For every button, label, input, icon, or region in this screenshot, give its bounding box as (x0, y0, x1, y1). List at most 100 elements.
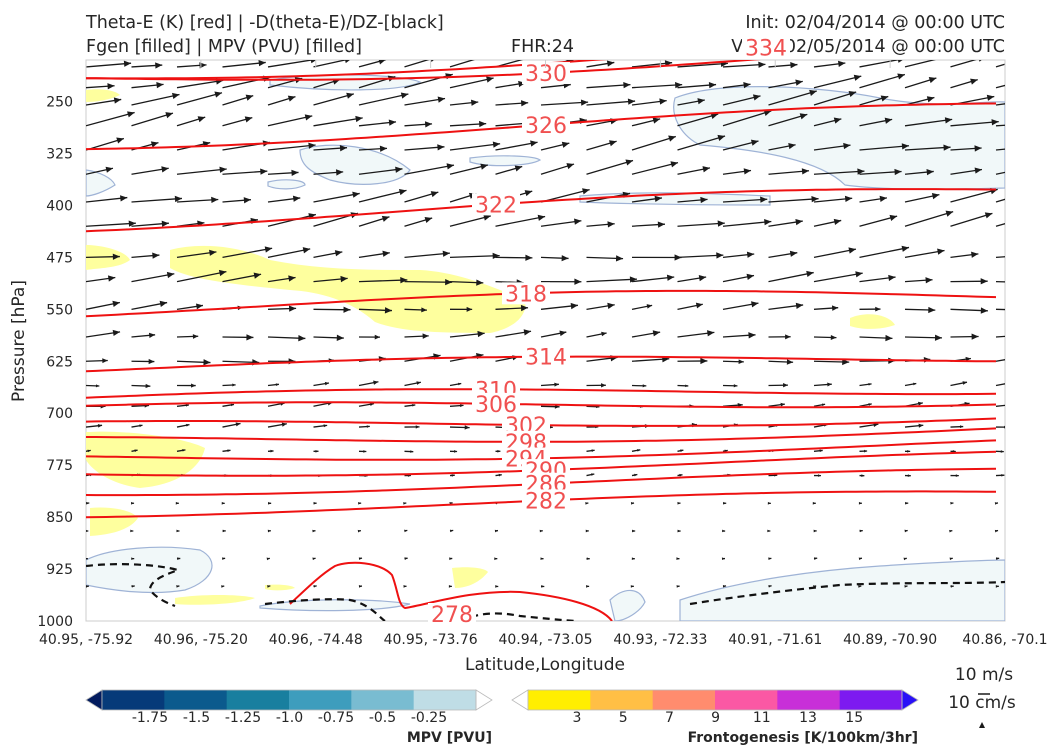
contour-label: 334 (745, 36, 787, 61)
wind-arrowhead (123, 60, 132, 67)
wind-arrowhead (112, 253, 120, 260)
wind-arrow (358, 93, 409, 106)
wind-arrowhead (831, 305, 839, 311)
wind-arrowhead (398, 188, 407, 196)
wind-arrowhead (637, 449, 641, 452)
contour-label-bg (472, 193, 520, 216)
contour-label-bg (742, 36, 790, 59)
fgen-tick-label: 9 (711, 710, 720, 726)
wind-arrowhead (191, 383, 196, 388)
wind-vectors (86, 58, 1024, 588)
wind-arrowhead (214, 91, 222, 98)
wind-arrowhead (574, 218, 582, 225)
wind-arrowhead (1000, 450, 1004, 453)
wind-arrowhead (1015, 58, 1023, 64)
wind-arrowhead (928, 77, 937, 84)
wind-arrowhead (275, 383, 279, 386)
wind-arrowhead (746, 251, 755, 258)
mpv-region (86, 169, 116, 197)
wind-arrowhead (403, 585, 407, 588)
fgen-region (90, 507, 138, 536)
colorbar-extend-right (901, 689, 919, 711)
wind-arrowhead (339, 145, 348, 152)
wind-arrow (950, 120, 999, 127)
fgen-colorbar: 3 5 7 9 11 13 15 (511, 689, 919, 726)
contour-label: 282 (525, 489, 567, 514)
wind-arrow (176, 270, 227, 283)
wind-arrowhead (768, 557, 772, 561)
wind-arrowhead (176, 585, 180, 588)
wind-arrow (768, 90, 817, 106)
wind-arrowhead (795, 79, 803, 86)
wind-arrowhead (806, 270, 814, 278)
wind-key-label-2: 10 cm/s (948, 693, 1016, 713)
wind-arrow (904, 146, 951, 151)
wind-arrowhead (1017, 354, 1024, 360)
wind-key: 10 m/s 10 cm/s (948, 665, 1016, 728)
wind-arrowhead (400, 277, 408, 284)
wind-arrowhead (288, 305, 297, 312)
wind-arrow (859, 145, 910, 151)
wind-arrow (722, 220, 772, 227)
x-axis-title: Latitude,Longitude (465, 655, 625, 675)
wind-arrowhead (1010, 381, 1015, 385)
wind-arrow (677, 62, 728, 68)
y-tick-label: 775 (46, 458, 73, 474)
wind-arrowhead (177, 557, 181, 560)
mpv-tick-label: -1.5 (183, 710, 210, 726)
wind-arrowhead (812, 501, 816, 505)
wind-arrowhead (717, 134, 726, 141)
wind-arrowhead (905, 501, 909, 505)
fgen-tick-label: 7 (665, 710, 674, 726)
wind-arrowhead (336, 334, 344, 341)
x-tick-label: 40.91, -71.61 (728, 632, 822, 648)
wind-arrowhead (700, 196, 708, 204)
wind-arrowhead (629, 276, 637, 283)
wind-arrowhead (421, 307, 427, 313)
wind-arrowhead (885, 334, 893, 342)
wind-arrowhead (524, 190, 533, 197)
contour-label-bg (522, 62, 570, 85)
wind-arrow (267, 248, 311, 259)
wind-arrowhead (346, 92, 354, 99)
wind-arrowhead (928, 306, 936, 314)
wind-arrowhead (1011, 334, 1016, 339)
wind-arrowhead (312, 529, 316, 533)
wind-arrowhead (480, 163, 488, 170)
fgen-region (175, 595, 255, 605)
wind-arrowhead (811, 195, 819, 203)
wind-arrowhead (494, 557, 498, 561)
wind-arrowhead (520, 304, 529, 312)
wind-arrow (313, 117, 363, 127)
wind-arrowhead (134, 449, 138, 452)
wind-arrowhead (227, 449, 231, 453)
wind-arrowhead (97, 423, 103, 428)
dashed-contour (264, 598, 386, 621)
wind-arrowhead (358, 501, 362, 505)
wind-arrowhead (266, 557, 270, 561)
fgen-region (86, 245, 130, 270)
wind-arrow (404, 280, 453, 283)
colorbar-segment (351, 690, 415, 710)
wind-arrowhead (625, 159, 634, 166)
wind-key-label-1: 10 m/s (955, 665, 1013, 685)
wind-arrowhead (879, 195, 887, 202)
wind-arrow (131, 197, 183, 203)
wind-arrowhead (395, 166, 403, 173)
wind-arrowhead (139, 424, 143, 428)
wind-arrow (631, 276, 675, 283)
x-tick-label: 40.86, -70.1 (962, 632, 1047, 648)
wind-arrow (995, 148, 1005, 151)
wind-arrow (449, 77, 494, 89)
y-tick-label: 325 (46, 147, 73, 163)
wind-arrowhead (580, 99, 589, 106)
wind-arrow (222, 61, 266, 68)
wind-arrowhead (925, 277, 933, 284)
wind-arrowhead (492, 141, 501, 148)
wind-arrowhead (733, 384, 738, 388)
wind-arrowhead (358, 557, 363, 560)
wind-arrowhead (120, 195, 128, 202)
wind-arrow (267, 144, 316, 151)
contour-label: 306 (475, 393, 517, 418)
